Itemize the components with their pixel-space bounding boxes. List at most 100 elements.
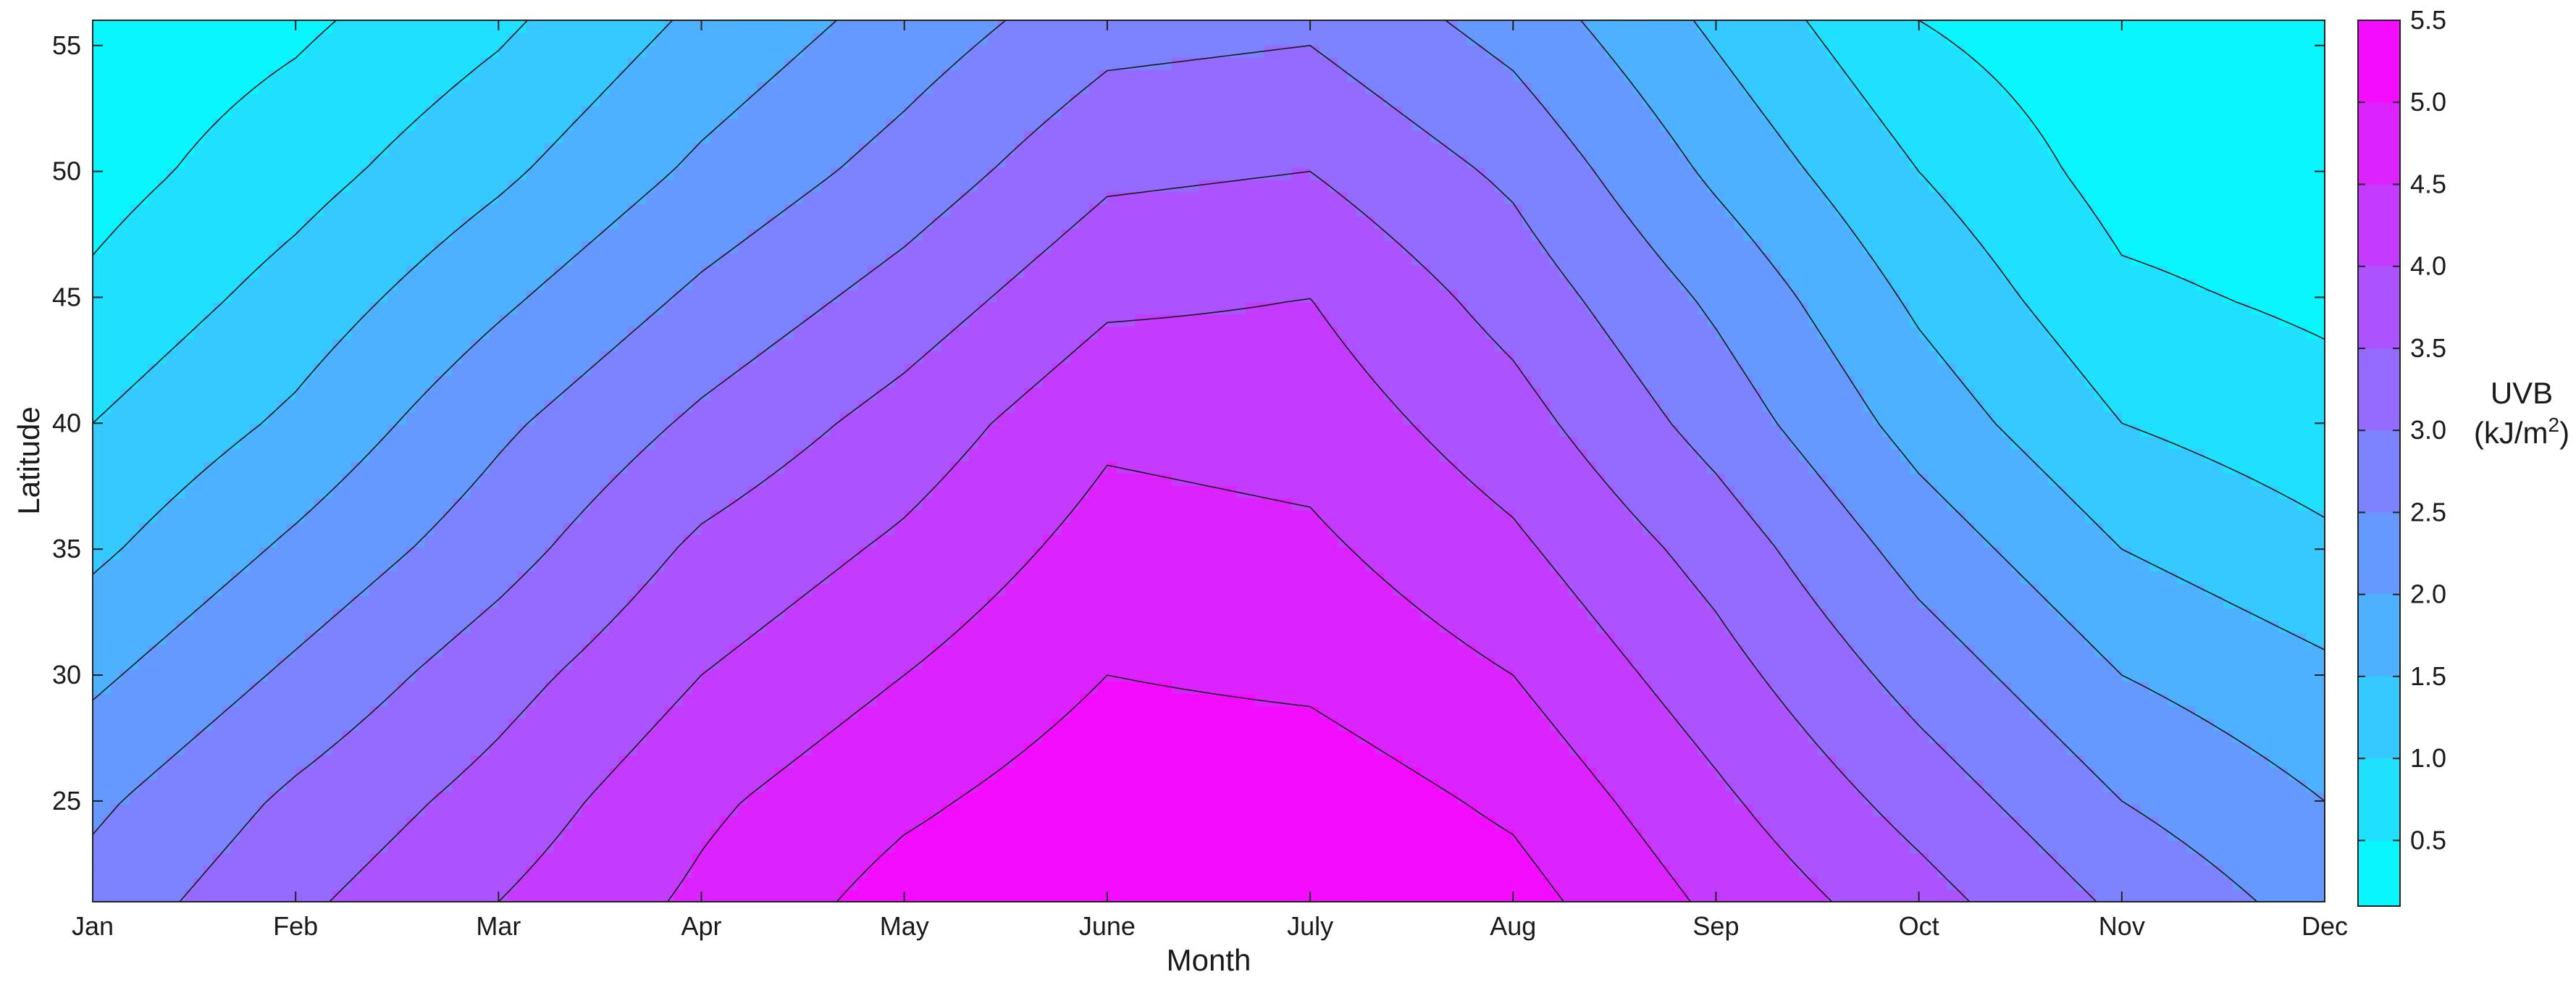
contour-cell [618,852,629,866]
contour-cell [1873,742,1883,755]
contour-cell [1320,816,1330,829]
contour-cell [1614,852,1624,866]
contour-cell [803,669,813,682]
contour-cell [424,829,435,842]
contour-cell [231,779,241,792]
contour-cell [720,829,730,842]
contour-cell [1301,852,1311,866]
contour-cell [323,645,333,658]
contour-cell [2177,816,2187,829]
contour-cell [2278,840,2288,853]
contour-cell [683,889,693,902]
contour-cell [941,706,952,719]
contour-cell [932,804,942,817]
contour-cell [702,767,712,780]
contour-cell [1135,852,1145,866]
contour-cell [1107,645,1117,658]
contour-cell [102,767,112,780]
contour-cell [332,730,343,743]
contour-cell [1061,804,1071,817]
contour-cell [1458,718,1468,731]
contour-cell [2251,755,2261,768]
contour-cell [794,694,804,707]
contour-cell [932,742,942,755]
contour-cell [2177,877,2187,890]
contour-cell [1080,669,1090,682]
contour-cell [240,645,251,658]
contour-cell [148,804,158,817]
contour-cell [213,730,223,743]
contour-cell [2196,694,2206,707]
contour-cell [323,718,333,731]
contour-cell [978,669,989,682]
contour-cell [148,682,158,695]
contour-cell [2066,755,2076,768]
contour-cell [2131,889,2141,902]
contour-cell [747,657,758,670]
contour-cell [1246,829,1256,842]
contour-cell [2029,877,2039,890]
contour-cell [646,730,656,743]
contour-cell [1928,792,1938,805]
contour-cell [905,816,915,829]
contour-cell [424,852,435,866]
contour-cell [1292,852,1302,866]
contour-cell [406,779,416,792]
contour-cell [1107,877,1117,890]
contour-cell [1199,718,1209,731]
contour-cell [794,804,804,817]
contour-cell [1162,718,1172,731]
contour-cell [2122,816,2132,829]
contour-cell [563,694,574,707]
contour-cell [250,840,260,853]
contour-cell [2066,767,2076,780]
contour-cell [1606,742,1616,755]
contour-cell [93,742,103,755]
contour-cell [1633,694,1643,707]
contour-cell [563,852,574,866]
contour-cell [2140,792,2150,805]
contour-cell [923,694,933,707]
contour-cell [803,657,813,670]
contour-cell [1458,779,1468,792]
contour-cell [204,694,214,707]
contour-cell [157,889,167,902]
contour-cell [729,889,739,902]
contour-cell [1900,694,1910,707]
contour-cell [268,804,278,817]
contour-cell [1679,889,1690,902]
contour-cell [1707,694,1717,707]
contour-cell [1006,706,1016,719]
contour-cell [148,657,158,670]
contour-cell [2159,730,2169,743]
contour-cell [1836,852,1846,866]
contour-cell [1910,669,1920,682]
contour-cell [1937,792,1947,805]
contour-cell [2168,840,2178,853]
contour-cell [323,706,333,719]
contour-cell [868,865,878,878]
contour-cell [1070,694,1081,707]
contour-cell [176,816,186,829]
contour-cell [1329,657,1339,670]
contour-cell [1015,816,1025,829]
contour-cell [1716,755,1726,768]
contour-cell [978,730,989,743]
contour-cell [2029,840,2039,853]
contour-cell [1707,682,1717,695]
contour-cell [369,877,379,890]
contour-cell [1818,755,1828,768]
contour-cell [2241,865,2252,878]
contour-cell [1606,706,1616,719]
contour-cell [1577,682,1587,695]
contour-cell [2011,730,2021,743]
contour-cell [2048,779,2058,792]
contour-cell [665,669,675,682]
contour-cell [1421,657,1431,670]
contour-cell [526,779,537,792]
contour-cell [2168,742,2178,755]
contour-cell [591,865,601,878]
contour-cell [111,852,121,866]
contour-cell [1762,669,1772,682]
contour-cell [2094,804,2105,817]
